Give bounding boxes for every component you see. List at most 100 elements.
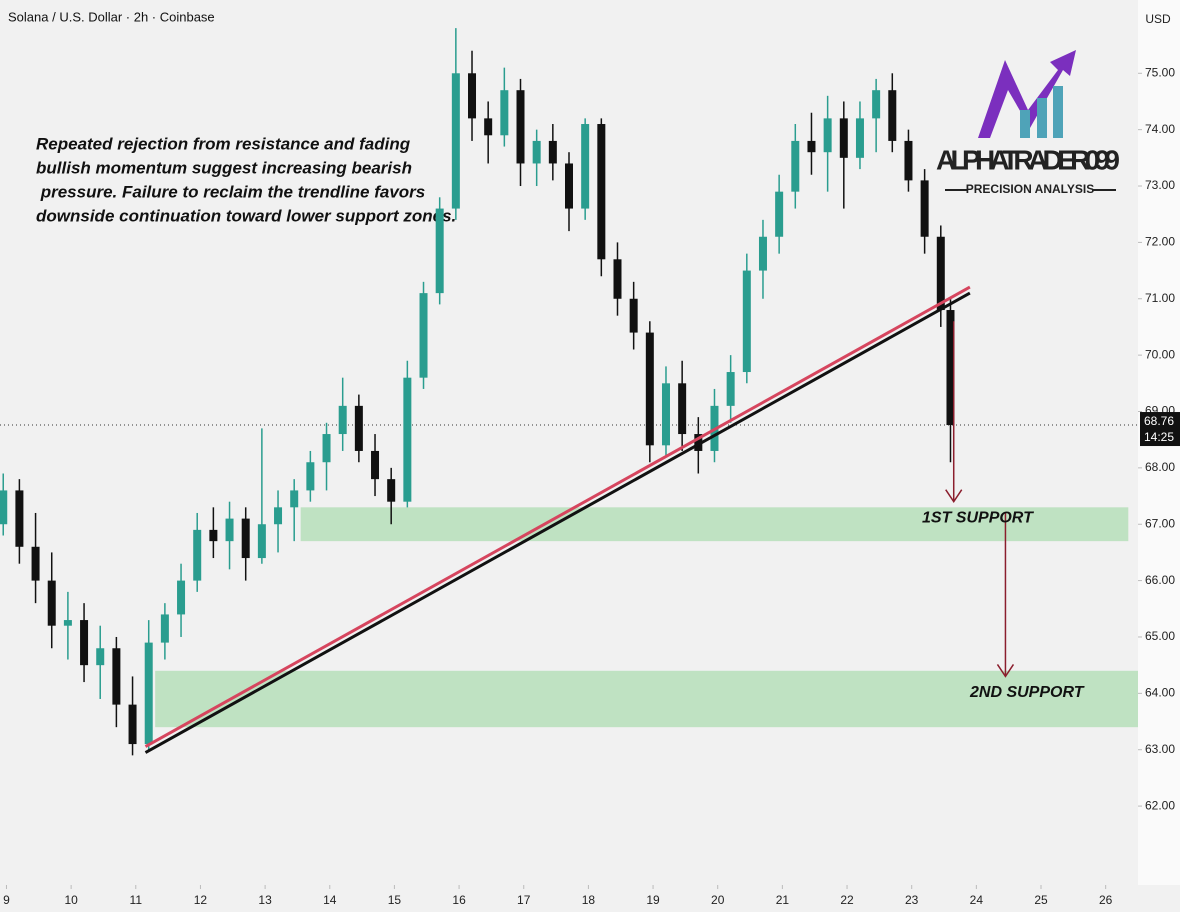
candle-body <box>209 529 218 542</box>
x-tick-label: 18 <box>582 893 596 907</box>
candle-body <box>63 620 72 626</box>
candle-body <box>274 507 283 525</box>
candle-body <box>419 293 428 378</box>
candle-body <box>0 490 8 525</box>
brand-tagline: PRECISION ANALYSIS <box>966 182 1094 196</box>
candle-body <box>613 259 622 299</box>
zone-label: 1ST SUPPORT <box>922 509 1034 526</box>
x-tick-label: 17 <box>517 893 531 907</box>
last-price-badge <box>1140 412 1180 447</box>
x-tick-label: 9 <box>3 893 10 907</box>
candle-body <box>936 236 945 311</box>
countdown-label: 14:25 <box>1144 430 1174 444</box>
x-tick-label: 21 <box>776 893 790 907</box>
candle-body <box>694 434 703 451</box>
y-tick-label: 65.00 <box>1145 629 1175 643</box>
support-zone <box>300 507 1129 542</box>
x-tick-label: 10 <box>64 893 78 907</box>
trendline <box>144 291 971 754</box>
candle-body <box>791 140 800 192</box>
candle-body <box>758 236 767 271</box>
annotation-line: pressure. Failure to reclaim the trendli… <box>36 182 425 201</box>
support-zone <box>155 670 1138 728</box>
annotation-line: Repeated rejection from resistance and f… <box>36 134 411 153</box>
candle-body <box>678 383 687 435</box>
annotation-line: downside continuation toward lower suppo… <box>36 206 456 225</box>
brand-logo <box>945 50 1116 191</box>
candle-body <box>581 124 590 209</box>
candle-body <box>904 140 913 181</box>
candle-body <box>80 620 89 666</box>
candle-body <box>726 372 735 406</box>
y-tick-label: 73.00 <box>1145 178 1175 192</box>
candle-body <box>629 298 638 333</box>
candle-body <box>112 648 121 705</box>
candle-body <box>128 704 137 745</box>
y-tick-label: 67.00 <box>1145 516 1175 530</box>
last-price-label: 68.76 <box>1144 414 1174 428</box>
candle-body <box>338 405 347 435</box>
x-tick-label: 19 <box>646 893 660 907</box>
candle-body <box>257 524 266 559</box>
candle-body <box>31 546 40 581</box>
candle-body <box>532 140 541 164</box>
trendline-highlight <box>144 285 971 748</box>
candle-body <box>193 529 202 581</box>
y-tick-label: 62.00 <box>1145 798 1175 812</box>
x-tick-label: 16 <box>452 893 466 907</box>
x-tick-label: 20 <box>711 893 725 907</box>
y-tick-label: 71.00 <box>1145 291 1175 305</box>
candle-body <box>946 310 955 426</box>
candle-body <box>855 118 864 158</box>
axis-unit: USD <box>1145 12 1171 26</box>
x-tick-label: 26 <box>1099 893 1113 907</box>
x-tick-label: 11 <box>130 893 143 907</box>
layer-back <box>155 507 1138 728</box>
candle-body <box>920 180 929 237</box>
candle-body <box>435 208 444 294</box>
candle-body <box>516 90 525 164</box>
y-tick-label: 63.00 <box>1145 742 1175 756</box>
candle-body <box>807 140 816 153</box>
candle-body <box>322 434 331 463</box>
candle-body <box>15 490 24 547</box>
candle-body <box>225 518 234 542</box>
candle-body <box>47 580 56 626</box>
candle-body <box>645 332 654 446</box>
x-tick-label: 25 <box>1034 893 1048 907</box>
candle-body <box>484 118 493 136</box>
x-tick-label: 22 <box>840 893 854 907</box>
y-tick-label: 66.00 <box>1145 573 1175 587</box>
chart-title: Solana / U.S. Dollar · 2h · Coinbase <box>8 9 215 24</box>
y-tick-label: 68.00 <box>1145 460 1175 474</box>
candle-body <box>742 270 751 373</box>
candle-body <box>354 405 363 451</box>
candle-body <box>160 614 169 643</box>
x-tick-label: 24 <box>970 893 984 907</box>
candle-body <box>387 479 396 502</box>
candle-body <box>823 118 832 153</box>
arrow-head <box>996 664 1015 678</box>
candle-body <box>451 73 460 209</box>
candle-body <box>839 118 848 158</box>
candle-body <box>306 462 315 491</box>
y-tick-label: 75.00 <box>1145 65 1175 79</box>
candle-body <box>241 518 250 559</box>
candle-body <box>403 377 412 502</box>
zone-label: 2ND SUPPORT <box>969 684 1085 701</box>
arrow-head <box>945 489 963 504</box>
candle-body <box>96 648 105 666</box>
y-tick-label: 74.00 <box>1145 122 1175 136</box>
y-tick-label: 70.00 <box>1145 347 1175 361</box>
candle-body <box>548 140 557 164</box>
x-tick-label: 23 <box>905 893 919 907</box>
y-tick-label: 64.00 <box>1145 686 1175 700</box>
x-tick-label: 14 <box>323 893 337 907</box>
brand-name: ALPHATRADER099 <box>936 144 1120 175</box>
x-tick-label: 15 <box>388 893 402 907</box>
candle-body <box>500 90 509 136</box>
candle-body <box>565 163 573 209</box>
candle-body <box>290 490 299 508</box>
